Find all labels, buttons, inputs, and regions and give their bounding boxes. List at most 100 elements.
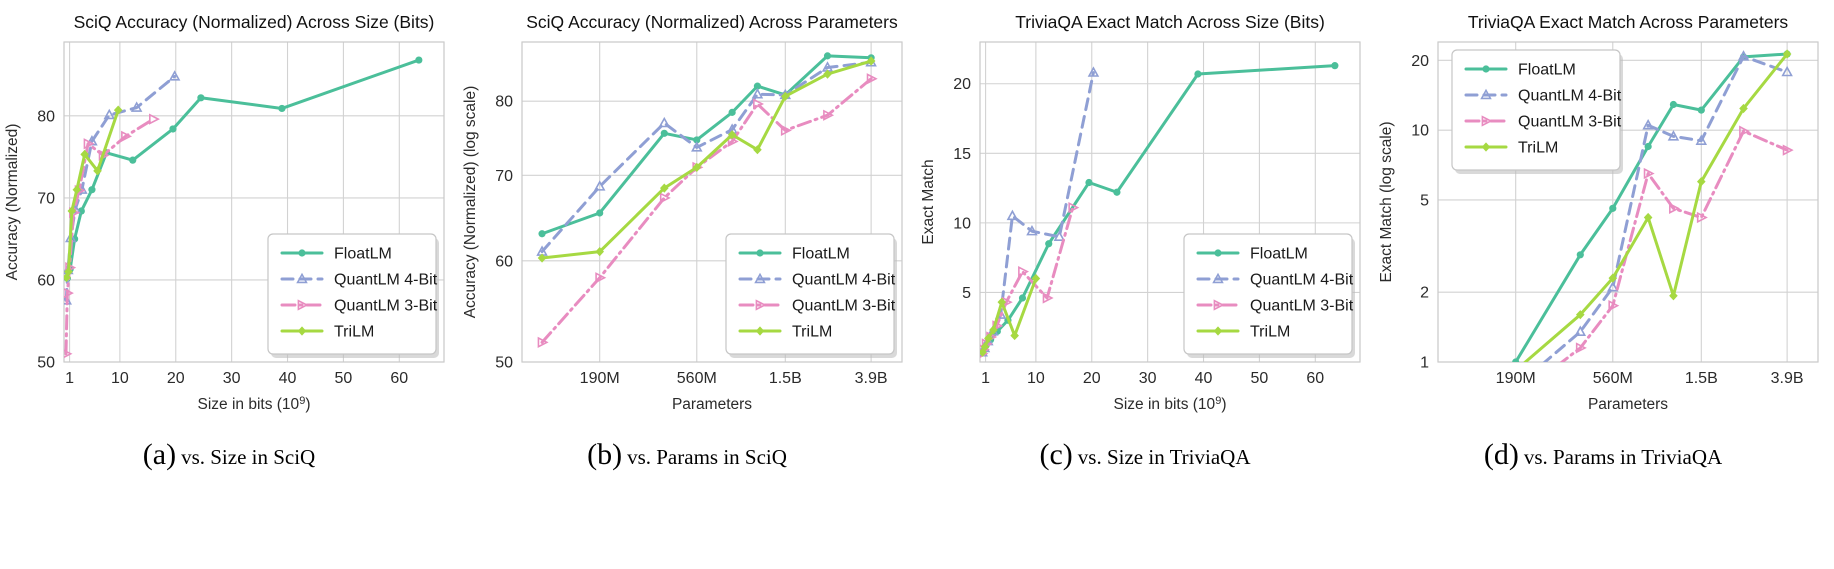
caption-letter: (d) bbox=[1483, 438, 1519, 471]
y-tick-label: 15 bbox=[953, 146, 971, 163]
legend-item-label: QuantLM 4-Bit bbox=[334, 272, 438, 289]
x-tick-label: 3.9B bbox=[855, 370, 888, 387]
y-tick-label: 2 bbox=[1420, 285, 1429, 302]
x-tick-label: 30 bbox=[1139, 370, 1157, 387]
legend-item: FloatLM bbox=[1196, 246, 1308, 263]
legend-item-label: QuantLM 3-Bit bbox=[1518, 114, 1622, 131]
legend-item: QuantLM 3-Bit bbox=[1196, 298, 1354, 315]
x-tick-label: 60 bbox=[1306, 370, 1324, 387]
legend-item-label: QuantLM 3-Bit bbox=[792, 298, 896, 315]
x-tick-label: 10 bbox=[1027, 370, 1045, 387]
x-tick-label: 190M bbox=[580, 370, 620, 387]
series-quantlm-3-bit bbox=[537, 73, 878, 348]
y-tick-label: 70 bbox=[495, 168, 513, 185]
series-quantlm-3-bit bbox=[1559, 125, 1794, 362]
panel-caption-b: (b) vs. Params in SciQ bbox=[458, 438, 916, 472]
x-tick-label: 3.9B bbox=[1771, 370, 1804, 387]
x-tick-label: 40 bbox=[279, 370, 297, 387]
series-trilm bbox=[1523, 49, 1792, 362]
y-tick-label: 80 bbox=[495, 94, 513, 111]
chart-area-c: TriviaQA Exact Match Across Size (Bits) 1… bbox=[916, 8, 1374, 420]
chart-title: TriviaQA Exact Match Across Parameters bbox=[1468, 12, 1789, 32]
y-axis-label: Exact Match bbox=[920, 159, 937, 244]
y-tick-label: 60 bbox=[495, 253, 513, 270]
x-tick-label: 560M bbox=[1593, 370, 1633, 387]
chart-title: TriviaQA Exact Match Across Size (Bits) bbox=[1015, 12, 1325, 32]
legend-item-label: QuantLM 4-Bit bbox=[1250, 272, 1354, 289]
y-tick-label: 60 bbox=[37, 272, 55, 289]
legend-item-label: TriLM bbox=[1250, 324, 1290, 341]
x-tick-label: 1 bbox=[981, 370, 990, 387]
legend-item-label: QuantLM 3-Bit bbox=[334, 298, 438, 315]
chart-panel-c: TriviaQA Exact Match Across Size (Bits) 1… bbox=[916, 0, 1374, 569]
series-trilm bbox=[537, 56, 876, 263]
panel-caption-c: (c) vs. Size in TriviaQA bbox=[916, 438, 1374, 472]
x-tick-label: 40 bbox=[1195, 370, 1213, 387]
legend-item: QuantLM 4-Bit bbox=[1196, 272, 1354, 289]
axis-ticks: 1 10 20 30 40 50 60 5 10 15 20 bbox=[953, 76, 1324, 387]
legend-item-label: FloatLM bbox=[792, 246, 850, 263]
series-floatlm bbox=[538, 52, 875, 238]
x-tick-label: 1 bbox=[65, 370, 74, 387]
x-axis-label: Parameters bbox=[672, 396, 752, 413]
x-tick-label: 560M bbox=[677, 370, 717, 387]
legend-item: FloatLM bbox=[1464, 62, 1576, 79]
legend-item-label: TriLM bbox=[334, 324, 374, 341]
x-tick-label: 60 bbox=[390, 370, 408, 387]
legend-item: TriLM bbox=[280, 324, 374, 341]
x-tick-label: 30 bbox=[223, 370, 241, 387]
series-group bbox=[1512, 49, 1794, 362]
x-tick-label: 50 bbox=[335, 370, 353, 387]
chart-area-a: SciQ Accuracy (Normalized) Across Size (… bbox=[0, 8, 458, 420]
chart-legend: FloatLM QuantLM 4-Bit QuantLM 3-Bit TriLM bbox=[725, 233, 897, 358]
y-tick-label: 5 bbox=[1420, 192, 1429, 209]
legend-item: QuantLM 3-Bit bbox=[1464, 114, 1622, 131]
chart-title: SciQ Accuracy (Normalized) Across Parame… bbox=[526, 12, 898, 32]
y-tick-label: 10 bbox=[1411, 123, 1429, 140]
y-tick-label: 20 bbox=[1411, 53, 1429, 70]
x-tick-label: 20 bbox=[167, 370, 185, 387]
legend-item: FloatLM bbox=[738, 246, 850, 263]
chart-area-b: SciQ Accuracy (Normalized) Across Parame… bbox=[458, 8, 916, 420]
caption-letter: (c) bbox=[1039, 438, 1073, 471]
legend-item: QuantLM 3-Bit bbox=[738, 298, 896, 315]
legend-item-label: TriLM bbox=[792, 324, 832, 341]
x-tick-label: 20 bbox=[1083, 370, 1101, 387]
y-tick-label: 50 bbox=[495, 355, 513, 372]
legend-item: TriLM bbox=[1464, 140, 1558, 157]
caption-letter: (a) bbox=[142, 438, 177, 471]
legend-item: QuantLM 4-Bit bbox=[280, 272, 438, 289]
series-quantlm-4-bit bbox=[1542, 50, 1793, 362]
legend-item: QuantLM 4-Bit bbox=[1464, 88, 1622, 105]
series-group bbox=[980, 62, 1339, 359]
legend-item: FloatLM bbox=[280, 246, 392, 263]
caption-text: vs. Params in TriviaQA bbox=[1523, 445, 1723, 469]
legend-item-label: TriLM bbox=[1518, 140, 1558, 157]
legend-item: TriLM bbox=[1196, 324, 1290, 341]
legend-item-label: FloatLM bbox=[1250, 246, 1308, 263]
legend-item-label: FloatLM bbox=[334, 246, 392, 263]
y-tick-label: 5 bbox=[962, 285, 971, 302]
legend-item-label: QuantLM 4-Bit bbox=[1518, 88, 1622, 105]
series-trilm bbox=[980, 273, 1041, 357]
series-quantlm-4-bit bbox=[980, 66, 1100, 357]
x-tick-label: 10 bbox=[111, 370, 129, 387]
y-axis-label: Accuracy (Normalized) bbox=[4, 124, 21, 281]
x-tick-label: 190M bbox=[1496, 370, 1536, 387]
caption-text: vs. Size in SciQ bbox=[181, 445, 316, 469]
caption-text: vs. Size in TriviaQA bbox=[1077, 445, 1251, 469]
y-tick-label: 10 bbox=[953, 215, 971, 232]
y-tick-label: 80 bbox=[37, 108, 55, 125]
legend-item-label: QuantLM 4-Bit bbox=[792, 272, 896, 289]
y-tick-label: 70 bbox=[37, 190, 55, 207]
x-axis-label: Size in bits (109) bbox=[1114, 395, 1227, 413]
y-tick-label: 1 bbox=[1420, 355, 1429, 372]
axis-ticks: 190M 560M 1.5B 3.9B 1 2 5 10 20 bbox=[1411, 53, 1803, 387]
series-group bbox=[64, 56, 423, 359]
chart-legend: FloatLM QuantLM 4-Bit QuantLM 3-Bit TriLM bbox=[1183, 233, 1355, 358]
caption-letter: (b) bbox=[587, 438, 623, 471]
y-tick-label: 50 bbox=[37, 355, 55, 372]
series-trilm bbox=[64, 105, 123, 283]
axis-ticks: 1 10 20 30 40 50 60 50 60 70 80 bbox=[37, 108, 408, 387]
